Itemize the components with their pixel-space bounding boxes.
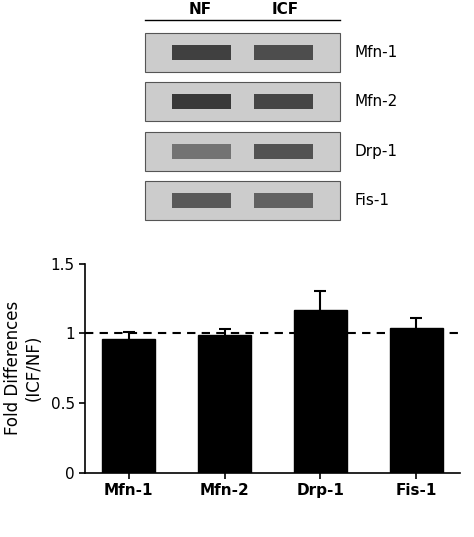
Bar <box>198 335 251 473</box>
Bar <box>254 45 313 60</box>
Bar <box>102 339 155 473</box>
Bar <box>145 82 340 121</box>
Text: Mfn-2: Mfn-2 <box>355 95 398 109</box>
Bar <box>294 309 347 473</box>
Bar <box>173 193 231 208</box>
Bar <box>145 181 340 220</box>
Text: Mfn-1: Mfn-1 <box>355 45 398 60</box>
Bar <box>173 45 231 60</box>
Bar <box>173 95 231 109</box>
Text: Fis-1: Fis-1 <box>355 193 390 208</box>
Text: Drp-1: Drp-1 <box>355 144 398 158</box>
Bar <box>145 132 340 171</box>
Text: ICF: ICF <box>272 2 299 17</box>
Bar <box>390 328 443 473</box>
Text: NF: NF <box>188 2 211 17</box>
Bar <box>173 144 231 158</box>
Bar <box>254 193 313 208</box>
Bar <box>145 33 340 72</box>
Bar <box>254 95 313 109</box>
Bar <box>254 144 313 158</box>
Y-axis label: Fold Differences
(ICF/NF): Fold Differences (ICF/NF) <box>4 301 43 435</box>
